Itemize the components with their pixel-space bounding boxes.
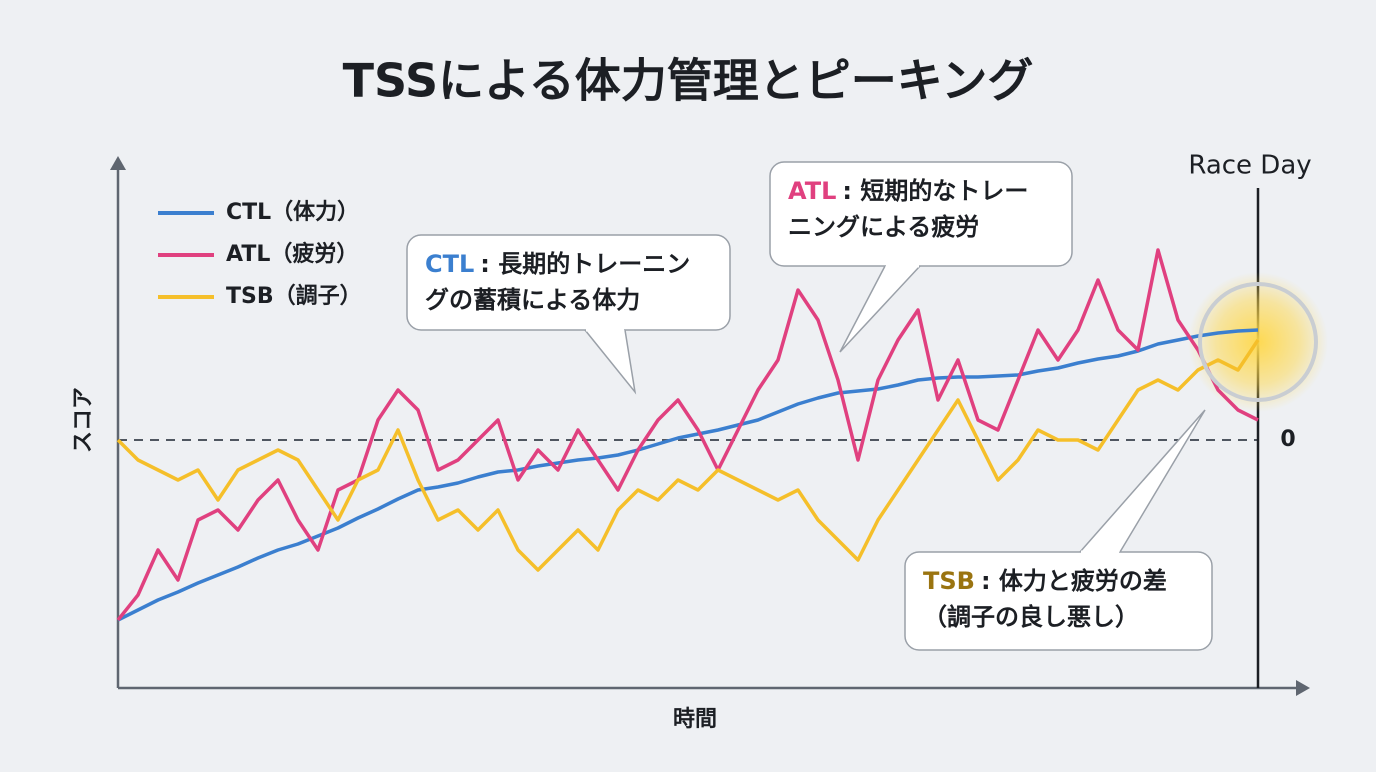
y-arrow — [110, 156, 126, 170]
callout-box — [769, 161, 1073, 267]
callout-line: : 長期的トレーニン — [480, 250, 690, 278]
callout-label: CTL — [425, 250, 474, 278]
race-day-label: Race Day — [1188, 151, 1311, 181]
callout-text: TSB: 体力と疲労の差 （調子の良し悪し） — [923, 567, 1167, 631]
callout-label: TSB — [923, 567, 975, 595]
x-arrow — [1296, 680, 1310, 696]
series-line — [116, 339, 1260, 572]
x-axis-label: 時間 — [673, 707, 717, 732]
callout-line: : 短期的なトレー — [842, 177, 1028, 205]
callout-line: グの蓄積による体力 — [425, 286, 640, 314]
callout-tail — [839, 265, 921, 353]
callout-box — [406, 234, 731, 331]
legend-label: TSB（調子） — [226, 283, 362, 309]
callout-line: ニングによる疲労 — [788, 213, 979, 241]
series-line — [117, 328, 1259, 622]
callout-tail — [1079, 409, 1206, 553]
chart-title: TSSによる体力管理とピーキング — [343, 54, 1034, 108]
legend-label: CTL（体力） — [226, 200, 359, 225]
callout-text: ATL: 短期的なトレーニングによる疲労 — [788, 177, 1028, 241]
series-line — [116, 248, 1259, 622]
peak-ring — [1198, 282, 1318, 402]
legend-label: ATL（疲労） — [226, 241, 358, 267]
callout-tail — [584, 329, 637, 395]
callout-text: CTL: 長期的トレーニングの蓄積による体力 — [425, 250, 690, 314]
y-tick-label: 0 — [1280, 427, 1295, 452]
callout-line: （調子の良し悪し） — [923, 603, 1139, 631]
callout-box — [904, 551, 1213, 651]
callout-label: ATL — [788, 177, 836, 205]
y-axis-label: スコア — [71, 387, 96, 453]
callout-line: : 体力と疲労の差 — [981, 567, 1167, 595]
